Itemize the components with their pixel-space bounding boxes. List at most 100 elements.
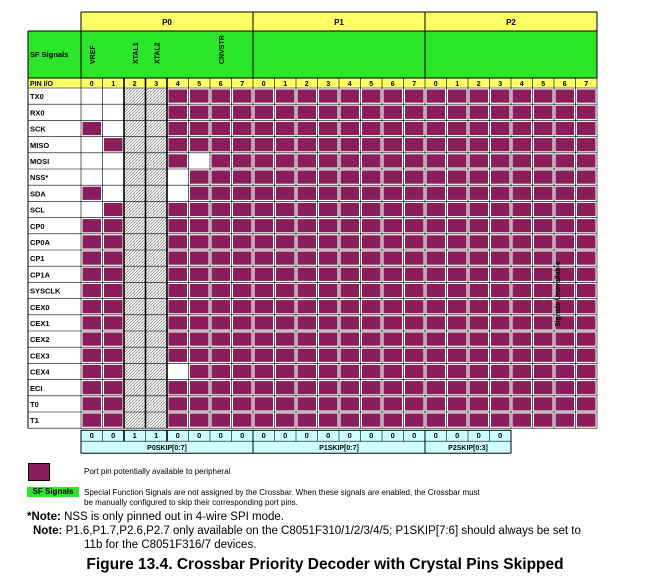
cell-assigned-0-12 [340, 89, 359, 103]
cell-assigned-15-19 [491, 332, 510, 346]
cell-assigned-17-23 [577, 364, 596, 379]
cell-assigned-19-15 [405, 397, 424, 411]
cell-assigned-9-18 [469, 235, 488, 249]
cell-assigned-3-12 [340, 138, 359, 152]
cell-assigned-9-9 [276, 235, 295, 249]
cell-assigned-9-7 [233, 235, 252, 249]
cell-assigned-8-7 [233, 219, 252, 233]
cell-assigned-12-4 [168, 283, 187, 298]
cell-assigned-5-15 [405, 170, 424, 184]
cell-assigned-19-7 [233, 397, 252, 411]
cell-assigned-17-12 [340, 364, 359, 379]
cell-assigned-18-22 [555, 381, 574, 395]
cell-assigned-4-12 [340, 154, 359, 168]
pin-number-22: 6 [563, 81, 567, 88]
cell-assigned-19-1 [104, 397, 123, 411]
cell-assigned-3-19 [491, 138, 510, 152]
cell-assigned-6-23 [577, 186, 596, 200]
cell-assigned-20-17 [448, 413, 467, 427]
cell-assigned-17-20 [512, 364, 531, 379]
legend-sf-tag: SF Signals [27, 487, 79, 497]
cell-assigned-7-15 [405, 202, 424, 217]
pin-number-8: 0 [262, 81, 266, 88]
skip-value-11: 0 [326, 431, 330, 440]
cell-assigned-7-23 [577, 202, 596, 217]
cell-assigned-20-4 [168, 413, 187, 427]
cell-assigned-18-11 [319, 381, 338, 395]
cell-assigned-20-19 [491, 413, 510, 427]
cell-assigned-10-10 [297, 251, 316, 265]
signal-name-nss: NSS* [30, 173, 48, 182]
cell-assigned-7-18 [469, 202, 488, 217]
cell-assigned-20-20 [512, 413, 531, 427]
figure-caption: Figure 13.4. Crossbar Priority Decoder w… [86, 556, 564, 573]
cell-assigned-13-0 [82, 300, 101, 314]
skip-register-label-1: P1SKIP[0:7] [319, 445, 359, 452]
cell-assigned-6-18 [469, 186, 488, 200]
signal-name-cex2: CEX2 [30, 335, 50, 344]
pin-number-10: 2 [305, 81, 309, 88]
cell-assigned-6-19 [491, 186, 510, 200]
cell-assigned-17-14 [383, 364, 402, 379]
cell-assigned-14-13 [362, 316, 381, 330]
cell-assigned-17-10 [297, 364, 316, 379]
cell-assigned-19-18 [469, 397, 488, 411]
cell-assigned-4-20 [512, 154, 531, 168]
skip-value-19: 0 [498, 431, 502, 440]
skip-value-3: 1 [154, 431, 158, 440]
cell-assigned-1-10 [297, 105, 316, 119]
cell-assigned-2-12 [340, 121, 359, 136]
cell-assigned-5-8 [254, 170, 273, 184]
cell-assigned-15-17 [448, 332, 467, 346]
cell-assigned-0-19 [491, 89, 510, 103]
cell-assigned-10-14 [383, 251, 402, 265]
cell-assigned-5-20 [512, 170, 531, 184]
cell-assigned-8-23 [577, 219, 596, 233]
cell-assigned-5-18 [469, 170, 488, 184]
cell-assigned-1-21 [534, 105, 553, 119]
cell-assigned-18-4 [168, 381, 187, 395]
cell-assigned-13-15 [405, 300, 424, 314]
cell-assigned-14-16 [426, 316, 445, 330]
cell-assigned-12-22 [555, 283, 574, 298]
legend-sf-text-1: Special Function Signals are not assigne… [84, 488, 480, 497]
pin-number-21: 5 [541, 81, 545, 88]
cell-assigned-8-5 [190, 219, 209, 233]
cell-assigned-7-14 [383, 202, 402, 217]
cell-assigned-3-11 [319, 138, 338, 152]
cell-assigned-12-20 [512, 283, 531, 298]
cell-assigned-7-9 [276, 202, 295, 217]
cell-assigned-16-16 [426, 348, 445, 362]
cell-assigned-2-13 [362, 121, 381, 136]
cell-assigned-20-18 [469, 413, 488, 427]
cell-assigned-16-15 [405, 348, 424, 362]
cell-assigned-6-6 [211, 186, 230, 200]
cell-assigned-10-18 [469, 251, 488, 265]
cell-assigned-5-19 [491, 170, 510, 184]
cell-assigned-7-12 [340, 202, 359, 217]
cell-assigned-2-9 [276, 121, 295, 136]
cell-assigned-16-9 [276, 348, 295, 362]
cell-assigned-10-4 [168, 251, 187, 265]
cell-assigned-14-0 [82, 316, 101, 330]
cell-assigned-6-17 [448, 186, 467, 200]
cell-assigned-9-1 [104, 235, 123, 249]
cell-assigned-10-11 [319, 251, 338, 265]
cell-assigned-3-5 [190, 138, 209, 152]
cell-assigned-16-20 [512, 348, 531, 362]
cell-assigned-10-0 [82, 251, 101, 265]
cell-assigned-18-15 [405, 381, 424, 395]
cell-assigned-20-21 [534, 413, 553, 427]
cell-assigned-5-21 [534, 170, 553, 184]
cell-assigned-19-17 [448, 397, 467, 411]
cell-assigned-0-14 [383, 89, 402, 103]
skip-value-9: 0 [283, 431, 287, 440]
cell-assigned-9-13 [362, 235, 381, 249]
note-pins-line2: 11b for the C8051F316/7 devices. [84, 539, 257, 551]
port-label-P0: P0 [162, 18, 172, 27]
cell-assigned-14-5 [190, 316, 209, 330]
note-nss-text: NSS is only pinned out in 4-wire SPI mod… [64, 511, 284, 523]
signal-name-cex1: CEX1 [30, 319, 50, 328]
cell-assigned-7-19 [491, 202, 510, 217]
cell-assigned-4-6 [211, 154, 230, 168]
